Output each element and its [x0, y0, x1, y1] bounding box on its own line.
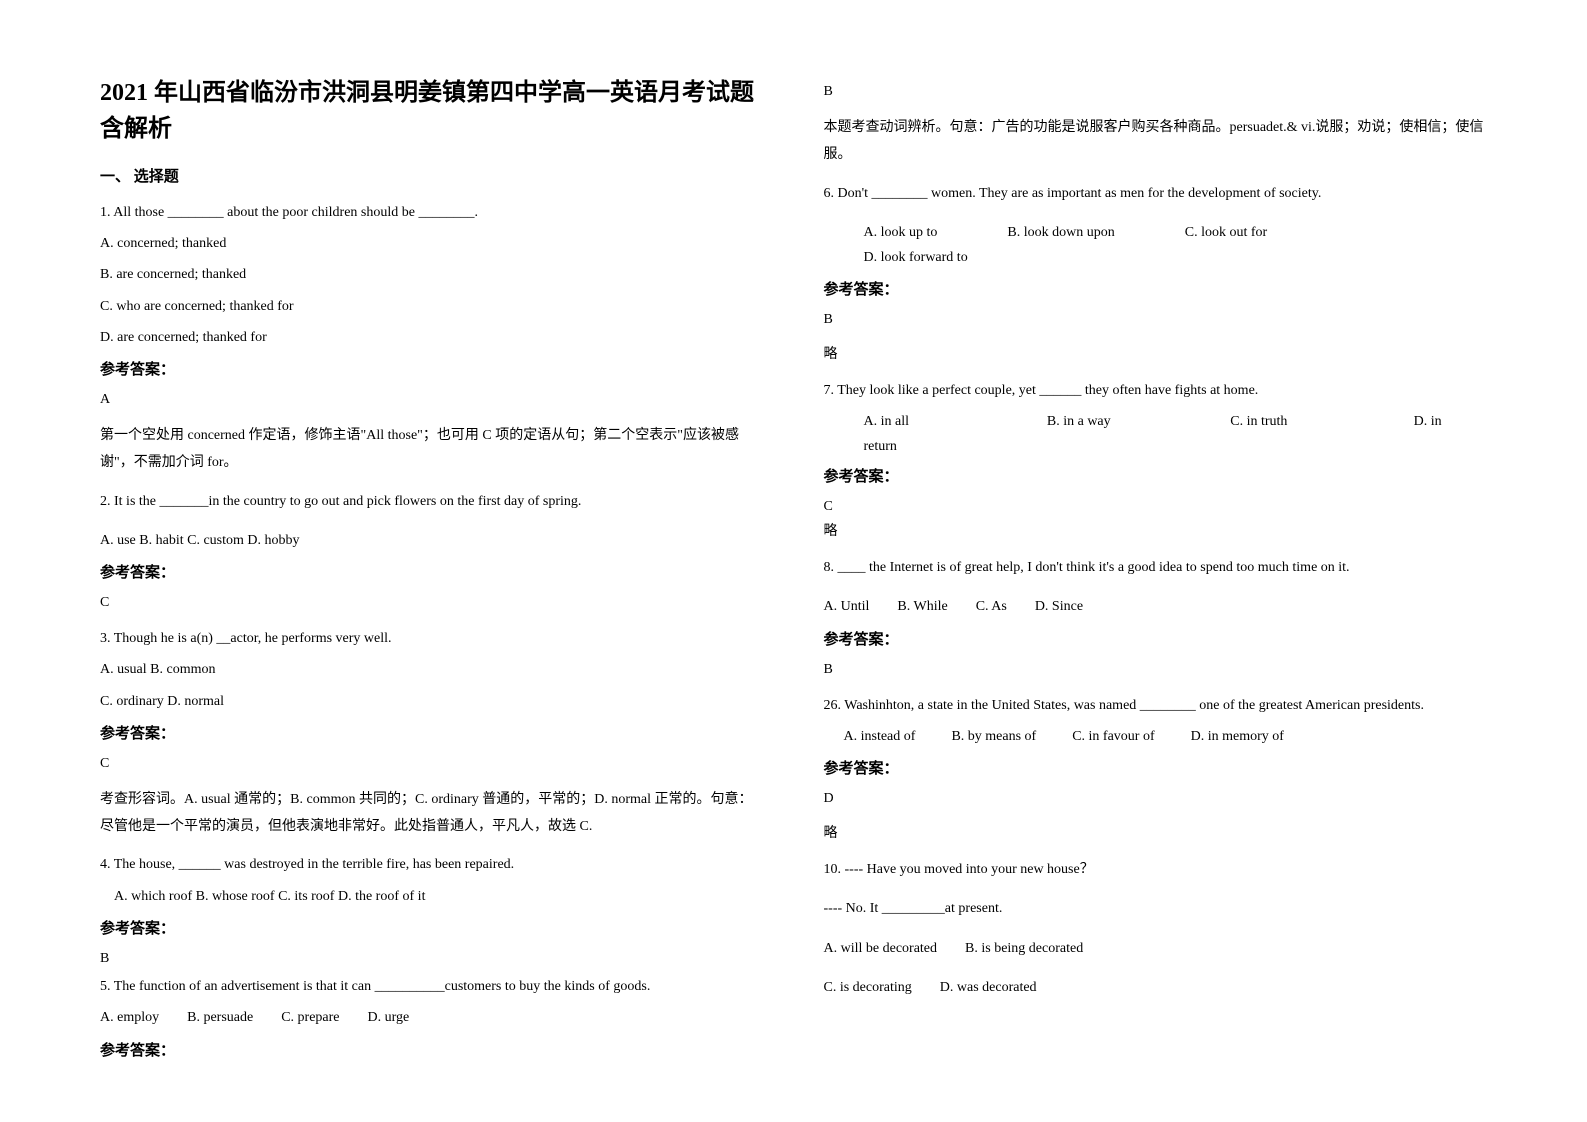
q8-ans: B [824, 659, 1488, 681]
spacer [824, 967, 1488, 975]
q7-opts: A. in all B. in a way C. in truth D. in [824, 409, 1488, 434]
q3-opts-l2: C. ordinary D. normal [100, 689, 764, 714]
q1-expl: 第一个空处用 concerned 作定语，修饰主语"All those"；也可用… [100, 423, 764, 476]
q2-ans: C [100, 592, 764, 614]
q3-opts-l1: A. usual B. common [100, 657, 764, 682]
q4-ans: B [100, 948, 764, 970]
q10-opt-c: C. is decorating [824, 975, 912, 1000]
q9-opt-d: D. in memory of [1191, 724, 1284, 749]
spacer [100, 520, 764, 528]
q7-ans: C [824, 496, 1488, 518]
q5-opt-a: A. employ [100, 1005, 159, 1030]
q7-opt-d-cont: return [824, 434, 1488, 459]
q3-stem: 3. Though he is a(n) __actor, he perform… [100, 626, 764, 651]
q6-stem: 6. Don't ________ women. They are as imp… [824, 181, 1488, 206]
q2-ans-header: 参考答案： [100, 561, 764, 582]
q1-ans: A [100, 389, 764, 411]
q3-ans: C [100, 753, 764, 775]
q10-l1: 10. ---- Have you moved into your new ho… [824, 857, 1488, 882]
q10-opt-b: B. is being decorated [965, 936, 1083, 961]
spacer [824, 888, 1488, 896]
q2-stem: 2. It is the _______in the country to go… [100, 489, 764, 514]
q3-expl: 考查形容词。A. usual 通常的；B. common 共同的；C. ordi… [100, 787, 764, 840]
q7-opt-b: B. in a way [1047, 409, 1230, 434]
q7-omit: 略 [824, 521, 1488, 543]
q6-opt-b: B. look down upon [1007, 220, 1114, 245]
q4-ans-header: 参考答案： [100, 917, 764, 938]
q5-ans-header: 参考答案： [100, 1039, 764, 1060]
q3-ans-header: 参考答案： [100, 722, 764, 743]
q10-opts-r1: A. will be decorated B. is being decorat… [824, 936, 1488, 961]
q6-opt-d: D. look forward to [864, 245, 968, 270]
q4-opts: A. which roof B. whose roof C. its roof … [100, 884, 764, 909]
q1-opt-b: B. are concerned; thanked [100, 262, 764, 287]
q8-opts: A. Until B. While C. As D. Since [824, 594, 1488, 619]
exam-title: 2021 年山西省临汾市洪洞县明姜镇第四中学高一英语月考试题含解析 [100, 75, 764, 147]
q2-opts: A. use B. habit C. custom D. hobby [100, 528, 764, 553]
q7-stem: 7. They look like a perfect couple, yet … [824, 378, 1488, 403]
q7-opt-d-part: D. in [1414, 409, 1487, 434]
q6-omit: 略 [824, 344, 1488, 366]
q8-opt-a: A. Until [824, 594, 870, 619]
page: 2021 年山西省临汾市洪洞县明姜镇第四中学高一英语月考试题含解析 一、 选择题… [0, 0, 1587, 1108]
q5-opt-c: C. prepare [281, 1005, 339, 1030]
q9-opts: A. instead of B. by means of C. in favou… [824, 724, 1488, 749]
q10-opt-a: A. will be decorated [824, 936, 938, 961]
q8-opt-b: B. While [897, 594, 947, 619]
q7-ans-header: 参考答案： [824, 465, 1488, 486]
q1-ans-header: 参考答案： [100, 358, 764, 379]
q5-opts: A. employ B. persuade C. prepare D. urge [100, 1005, 764, 1030]
q5-opt-b: B. persuade [187, 1005, 253, 1030]
q6-opts: A. look up to B. look down upon C. look … [824, 220, 1488, 270]
q9-opt-c: C. in favour of [1072, 724, 1154, 749]
q10-opt-d: D. was decorated [940, 975, 1037, 1000]
q8-stem: 8. ____ the Internet is of great help, I… [824, 555, 1488, 580]
q5-opt-d: D. urge [368, 1005, 410, 1030]
q1-opt-a: A. concerned; thanked [100, 231, 764, 256]
q1-stem: 1. All those ________ about the poor chi… [100, 200, 764, 225]
q8-opt-c: C. As [976, 594, 1007, 619]
q9-stem: 26. Washinhton, a state in the United St… [824, 693, 1488, 718]
q7-opt-a: A. in all [864, 409, 1047, 434]
q4-stem: 4. The house, ______ was destroyed in th… [100, 852, 764, 877]
q6-ans-header: 参考答案： [824, 278, 1488, 299]
spacer [824, 928, 1488, 936]
q7-opt-c: C. in truth [1230, 409, 1413, 434]
q8-ans-header: 参考答案： [824, 628, 1488, 649]
q10-opts-r2: C. is decorating D. was decorated [824, 975, 1488, 1000]
q9-omit: 略 [824, 823, 1488, 845]
q5-ans: B [824, 81, 1488, 103]
left-column: 2021 年山西省临汾市洪洞县明姜镇第四中学高一英语月考试题含解析 一、 选择题… [100, 75, 764, 1068]
q6-opt-c: C. look out for [1185, 220, 1267, 245]
q6-ans: B [824, 309, 1488, 331]
q9-ans-header: 参考答案： [824, 757, 1488, 778]
q6-opt-a: A. look up to [864, 220, 938, 245]
spacer [824, 212, 1488, 220]
right-column: B 本题考查动词辨析。句意：广告的功能是说服客户购买各种商品。persuadet… [824, 75, 1488, 1068]
q5-stem: 5. The function of an advertisement is t… [100, 974, 764, 999]
q1-opt-c: C. who are concerned; thanked for [100, 294, 764, 319]
spacer [824, 586, 1488, 594]
section-header: 一、 选择题 [100, 165, 764, 186]
q9-opt-b: B. by means of [951, 724, 1036, 749]
q1-opt-d: D. are concerned; thanked for [100, 325, 764, 350]
q9-ans: D [824, 788, 1488, 810]
q5-expl: 本题考查动词辨析。句意：广告的功能是说服客户购买各种商品。persuadet.&… [824, 115, 1488, 168]
q9-opt-a: A. instead of [844, 724, 916, 749]
q10-l2: ---- No. It _________at present. [824, 896, 1488, 921]
q8-opt-d: D. Since [1035, 594, 1083, 619]
